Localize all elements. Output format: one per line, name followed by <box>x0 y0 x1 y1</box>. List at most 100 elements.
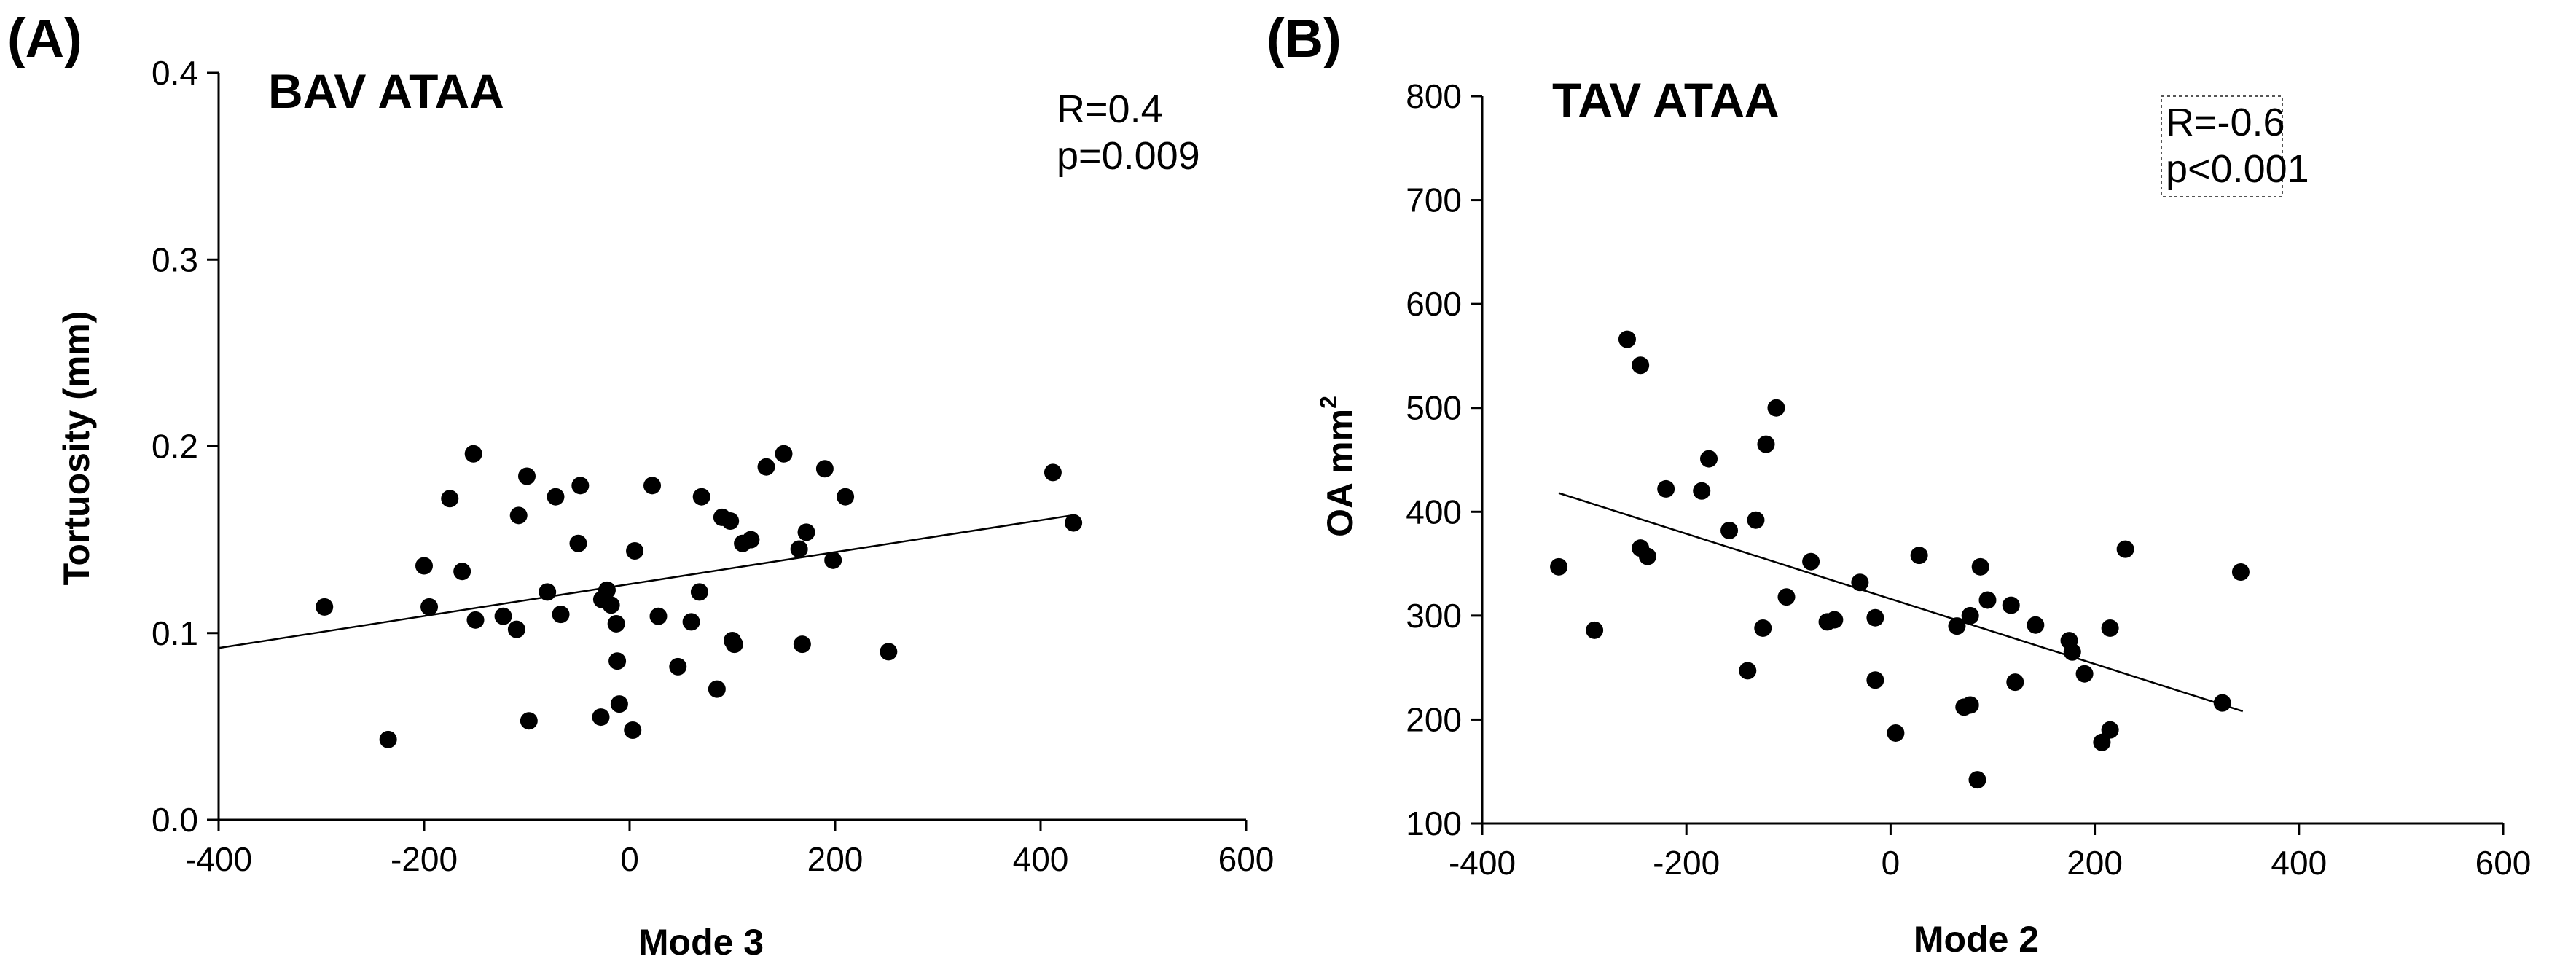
panel-a-data-point <box>316 598 334 616</box>
panel-a-title: BAV ATAA <box>268 64 504 118</box>
panel-a-data-point <box>708 680 726 698</box>
panel-a-data-point <box>466 611 485 629</box>
panel-a-data-point <box>607 614 625 633</box>
panel-a-data-point <box>518 467 536 485</box>
panel-b-data-point <box>1638 547 1656 565</box>
panel-b-data-point <box>1851 573 1869 592</box>
panel-b-data-point <box>1825 611 1844 629</box>
panel-a-data-point <box>592 708 610 727</box>
panel-b-title: TAV ATAA <box>1552 73 1780 127</box>
panel-b-data-point <box>2213 694 2231 712</box>
panel-a-data-point <box>571 477 590 495</box>
panel-b-x-tick-label: -200 <box>1653 844 1720 882</box>
panel-a-data-point <box>415 557 433 575</box>
panel-b-points <box>1550 330 2250 789</box>
panel-b-data-point <box>1632 356 1650 375</box>
panel-a-data-point <box>626 542 644 560</box>
panel-a-data-point <box>815 460 834 478</box>
panel-a-x-tick-label: 0 <box>620 840 639 878</box>
panel-b-data-point <box>1777 588 1796 606</box>
panel-a-data-point <box>379 730 397 748</box>
panel-b-data-point <box>1866 671 1884 689</box>
panel-b-data-point <box>2231 563 2250 581</box>
panel-a-y-axis-title: Tortuosity (mm) <box>56 311 97 586</box>
panel-b-data-point <box>1657 479 1675 498</box>
panel-b-y-axis-title: OA mm2 <box>1315 396 1361 537</box>
panel-b-data-point <box>2116 540 2134 558</box>
panel-b-data-point <box>1948 617 1966 635</box>
panel-b-y-tick-label: 700 <box>1406 181 1462 219</box>
panel-b-y-tick-label: 100 <box>1406 804 1462 842</box>
panel-a-data-point <box>420 598 439 616</box>
panel-a-label: (A) <box>7 8 82 68</box>
panel-b-data-point <box>1693 482 1711 500</box>
panel-a-y-tick-label: 0.3 <box>152 240 198 278</box>
panel-b-x-axis-title: Mode 2 <box>1914 919 2039 960</box>
panel-a-data-point <box>692 488 710 506</box>
panel-b-y-tick-label: 400 <box>1406 493 1462 531</box>
panel-b-data-point <box>1754 619 1772 637</box>
panel-b-x-tick-label: -400 <box>1449 844 1516 882</box>
panel-a-x-tick-label: 600 <box>1218 840 1275 878</box>
panel-a-data-point <box>690 583 708 601</box>
panel-b-data-point <box>2006 673 2024 692</box>
panel-a-data-point <box>824 551 842 569</box>
panel-b-x-tick-label: 400 <box>2271 844 2327 882</box>
panel-b-data-point <box>1757 435 1775 453</box>
panel-b-y-tick-label: 200 <box>1406 700 1462 738</box>
panel-a-data-point <box>547 488 565 506</box>
panel-a-data-point <box>837 488 855 506</box>
panel-a-data-point <box>790 540 808 558</box>
panel-b-stat-p: p<0.001 <box>2166 147 2309 191</box>
panel-a-y-tick-label: 0.0 <box>152 801 198 839</box>
panel-a-data-point <box>552 606 570 624</box>
panel-a-data-point <box>453 563 471 581</box>
panel-a-data-point <box>721 512 740 530</box>
panel-a-axes: 0.0 0.1 0.2 0.3 0.4 -400 -200 0 200 400 600 <box>152 54 1274 878</box>
panel-b-data-point <box>1961 606 1979 625</box>
panel-b-data-point <box>1739 662 1757 680</box>
panel-a-data-point <box>624 721 642 739</box>
panel-b-data-point <box>2101 721 2119 739</box>
panel-a-data-point <box>669 657 687 676</box>
panel-a-points <box>316 445 1083 748</box>
panel-a-data-point <box>441 490 459 508</box>
panel-b-data-point <box>1866 608 1884 627</box>
panel-a-data-point <box>610 695 628 713</box>
panel-b-stat-r: R=-0.6 <box>2166 101 2285 144</box>
panel-a-data-point <box>757 458 775 476</box>
panel-b-stat-box <box>2161 95 2283 197</box>
panel-a-fit-layer <box>218 514 1072 649</box>
panel-a-data-point <box>649 607 668 625</box>
panel-b-data-point <box>1971 557 1989 576</box>
panel-b-data-point <box>1767 399 1785 417</box>
panel-b-data-point <box>1586 621 1604 639</box>
panel-b-regression-line <box>1558 492 2244 713</box>
panel-a-data-point <box>602 596 620 614</box>
panel-a-regression-line <box>218 514 1072 649</box>
panel-b-x-tick-label: 0 <box>1882 844 1900 882</box>
panel-a-y-tick-label: 0.4 <box>152 54 198 92</box>
panel-b-data-point <box>2002 596 2020 614</box>
panel-a-data-point <box>464 445 482 463</box>
panel-b-y-tick-label: 800 <box>1406 77 1462 115</box>
panel-b: (B) TAV ATAA R=-0.6 p<0.001 Mode 2 OA mm… <box>1267 8 2531 960</box>
panel-a-data-point <box>608 652 627 670</box>
panel-a-data-point <box>1065 514 1083 532</box>
panel-b-data-point <box>1618 330 1636 348</box>
panel-a-data-point <box>598 581 616 599</box>
panel-b-label: (B) <box>1267 8 1342 68</box>
panel-b-y-tick-label: 300 <box>1406 597 1462 635</box>
panel-b-data-point <box>1978 591 1997 609</box>
panel-b-data-point <box>1747 511 1765 529</box>
panel-a-x-tick-label: -200 <box>391 840 458 878</box>
panel-a-stat-r: R=0.4 <box>1057 87 1163 131</box>
panel-a-data-point <box>539 583 557 601</box>
panel-a: (A) BAV ATAA R=0.4 p=0.009 Mode 3 Tortuo… <box>7 8 1274 963</box>
panel-b-axes: 100 200 300 400 500 600 700 800 -400 -200 0 200 400 6… <box>1406 77 2531 882</box>
panel-a-data-point <box>725 635 743 654</box>
panel-b-fit-layer <box>1558 492 2244 713</box>
panel-b-y-axis-title-sup: 2 <box>1315 396 1342 409</box>
panel-b-data-point <box>2075 665 2094 683</box>
